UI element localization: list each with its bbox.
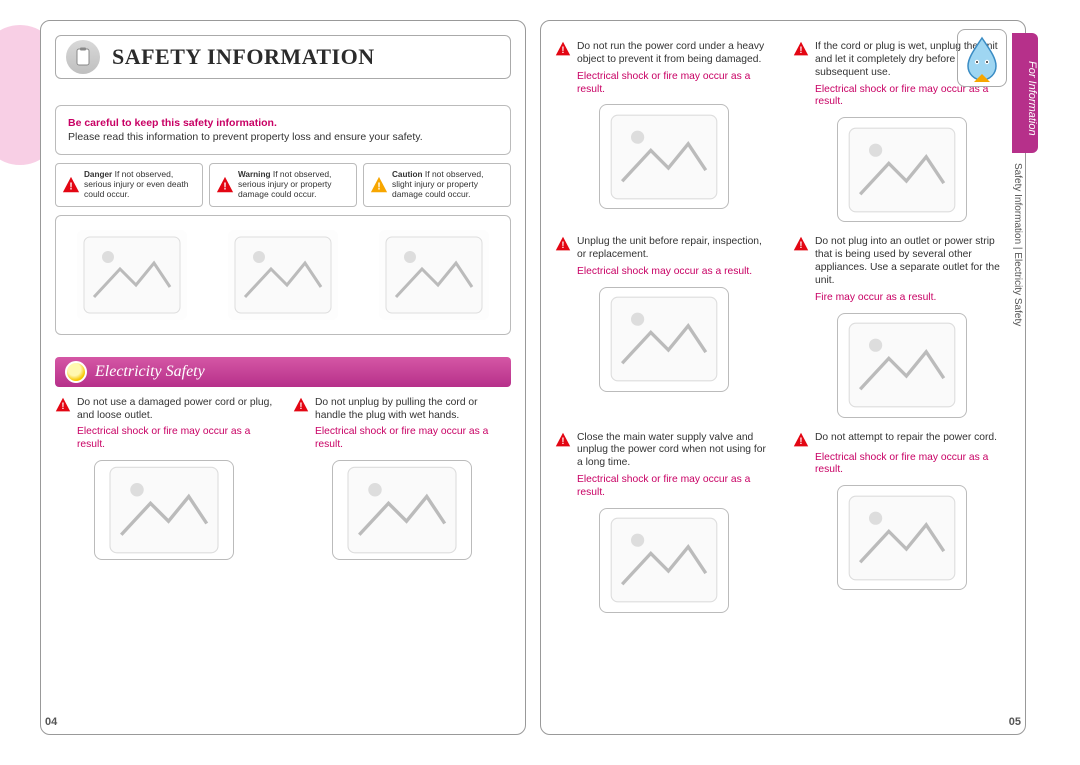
legend-caution: Caution If not observed, slight injury o… [363,163,511,206]
illustration [379,230,489,320]
warnings-right: Do not run the power cord under a heavy … [555,41,1011,613]
warning-result: Electrical shock or fire may occur as a … [555,474,773,500]
warning-illustration [94,460,234,560]
warning-icon [555,41,571,57]
warning-result: Electrical shock may occur as a result. [555,266,773,279]
side-tab-breadcrumb: Safety Information | Electricity Safety [1012,153,1023,413]
warning-illustration [837,485,967,590]
warning-icon [55,397,71,413]
warnings-left: Do not use a damaged power cord or plug,… [55,397,511,560]
clipboard-icon [66,40,100,74]
warning-icon [293,397,309,413]
warning-item: Do not attempt to repair the power cord.… [793,432,1011,613]
warning-result: Electrical shock or fire may occur as a … [55,426,273,452]
bulb-icon [65,361,87,383]
warning-illustration [599,287,729,392]
warning-text: Do not plug into an outlet or power stri… [815,236,1011,287]
warning-item: Do not unplug by pulling the cord or han… [293,397,511,560]
warning-illustration [837,313,967,418]
warning-icon [555,432,571,448]
page-number-left: 04 [45,716,57,728]
warning-item: Close the main water supply valve and un… [555,432,773,613]
warning-item: Do not plug into an outlet or power stri… [793,236,1011,417]
warning-item: Do not use a damaged power cord or plug,… [55,397,273,560]
legend-label: Danger [84,170,112,179]
water-drop-icon [957,29,1007,87]
warning-icon [216,176,234,194]
legend-danger: Danger If not observed, serious injury o… [55,163,203,206]
danger-icon [62,176,80,194]
side-tab: For Information Safety Information | Ele… [1012,33,1038,713]
warning-text: Close the main water supply valve and un… [577,432,773,471]
warning-icon [793,236,809,252]
warning-item: Unplug the unit before repair, inspectio… [555,236,773,417]
warning-icon [793,41,809,57]
section-title: Electricity Safety [95,363,205,381]
warning-item: Do not run the power cord under a heavy … [555,41,773,222]
warning-illustration [599,508,729,613]
warning-text: Do not attempt to repair the power cord. [815,432,997,448]
page-right: Do not run the power cord under a heavy … [540,20,1026,735]
warning-text: Do not unplug by pulling the cord or han… [315,397,511,423]
illustration [77,230,187,320]
page-left: SAFETY INFORMATION Be careful to keep th… [40,20,526,735]
legend-label: Warning [238,170,270,179]
side-tab-active: For Information [1012,33,1038,153]
warning-icon [555,236,571,252]
legend-label: Caution [392,170,422,179]
page-title: SAFETY INFORMATION [112,44,375,70]
intro-text: Please read this information to prevent … [68,130,498,144]
warning-result: Electrical shock or fire may occur as a … [793,452,1011,478]
warning-result: Electrical shock or fire may occur as a … [555,71,773,97]
warning-result: Fire may occur as a result. [793,292,1011,305]
legend-warning: Warning If not observed, serious injury … [209,163,357,206]
section-header: Electricity Safety [55,357,511,387]
caution-icon [370,176,388,194]
legend-row: Danger If not observed, serious injury o… [55,163,511,206]
page-spread: SAFETY INFORMATION Be careful to keep th… [40,20,1050,735]
warning-illustration [599,104,729,209]
legend-illustrations [55,215,511,335]
intro-box: Be careful to keep this safety informati… [55,105,511,155]
warning-illustration [332,460,472,560]
warning-illustration [837,117,967,222]
warning-icon [793,432,809,448]
page-header: SAFETY INFORMATION [55,35,511,79]
warning-text: Unplug the unit before repair, inspectio… [577,236,773,262]
warning-text: Do not run the power cord under a heavy … [577,41,773,67]
warning-result: Electrical shock or fire may occur as a … [293,426,511,452]
page-number-right: 05 [1009,716,1021,728]
intro-bold-line: Be careful to keep this safety informati… [68,116,498,130]
warning-result: Electrical shock or fire may occur as a … [793,84,1011,110]
warning-text: Do not use a damaged power cord or plug,… [77,397,273,423]
illustration [228,230,338,320]
